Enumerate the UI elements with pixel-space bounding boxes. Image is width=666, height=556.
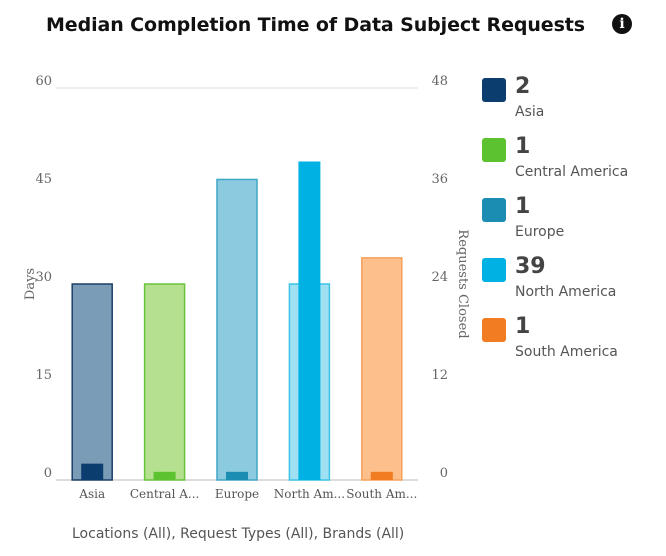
y2-tick-label: 48 <box>431 74 448 89</box>
y2-axis-title: Requests Closed <box>455 229 470 338</box>
bar-days <box>216 178 258 481</box>
legend-swatch <box>482 138 506 162</box>
chart-plot: 0 15 30 45 60 0 12 24 36 48 Days Requests Closed Asi… <box>23 74 470 501</box>
legend-swatch <box>482 78 506 102</box>
legend-swatch <box>482 198 506 222</box>
bar-requests-closed <box>298 161 321 480</box>
legend-label: Asia <box>515 104 545 120</box>
y2-tick-label: 24 <box>431 270 448 285</box>
bar-requests-closed <box>153 471 176 480</box>
y-tick-label: 15 <box>35 368 52 383</box>
bar-requests-closed <box>226 471 248 480</box>
y-tick-label: 60 <box>35 74 52 89</box>
y-tick-label: 30 <box>35 270 52 285</box>
bar-requests-closed <box>370 471 393 480</box>
bar-requests-closed <box>81 463 104 480</box>
y2-tick-label: 36 <box>431 172 448 187</box>
x-tick-label: South Am... <box>346 487 417 501</box>
y-tick-label: 0 <box>44 466 52 481</box>
filter-summary: Locations (All), Request Types (All), Br… <box>72 526 405 542</box>
legend-label: Central America <box>515 164 629 180</box>
legend-count: 1 <box>515 134 531 159</box>
legend-count: 1 <box>515 314 531 339</box>
y-axis-title: Days <box>23 268 38 300</box>
x-tick-label: North Am... <box>274 487 345 501</box>
legend-label: North America <box>515 284 617 300</box>
chart-title: Median Completion Time of Data Subject R… <box>46 14 585 36</box>
x-tick-label: Europe <box>215 487 259 501</box>
bar-days <box>71 283 113 481</box>
x-tick-label: Asia <box>78 487 105 501</box>
legend-count: 39 <box>515 254 546 279</box>
y2-tick-label: 0 <box>440 466 448 481</box>
legend-count: 1 <box>515 194 531 219</box>
y2-tick-label: 12 <box>431 368 448 383</box>
legend-label: Europe <box>515 224 565 240</box>
info-icon[interactable]: i <box>612 14 632 34</box>
legend-swatch <box>482 318 506 342</box>
legend-label: South America <box>515 344 618 360</box>
y-tick-label: 45 <box>35 172 52 187</box>
legend-swatch <box>482 258 506 282</box>
legend-count: 2 <box>515 74 531 99</box>
bar-days <box>143 283 186 481</box>
bar-days <box>361 257 403 481</box>
x-tick-label: Central A... <box>130 487 200 501</box>
